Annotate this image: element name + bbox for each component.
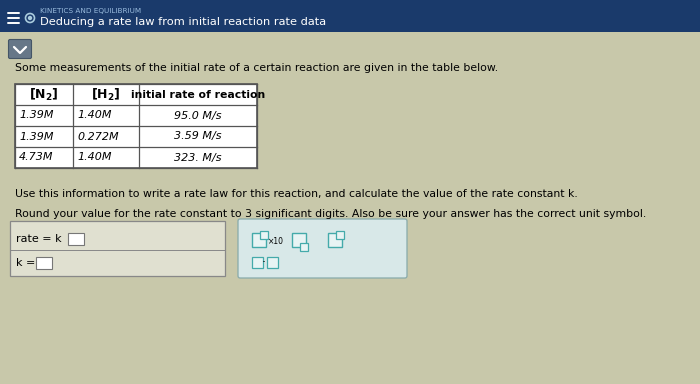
- Text: 4.73M: 4.73M: [19, 152, 53, 162]
- FancyBboxPatch shape: [238, 219, 407, 278]
- Text: Round your value for the rate constant to 3 significant digits. Also be sure you: Round your value for the rate constant t…: [15, 209, 646, 219]
- Text: $\mathbf{[H_2]}$: $\mathbf{[H_2]}$: [91, 86, 120, 103]
- FancyBboxPatch shape: [8, 40, 32, 58]
- FancyBboxPatch shape: [252, 257, 263, 268]
- Text: ×10: ×10: [268, 237, 284, 246]
- FancyBboxPatch shape: [10, 221, 225, 276]
- Text: 1.40M: 1.40M: [77, 111, 111, 121]
- FancyBboxPatch shape: [328, 233, 342, 247]
- FancyBboxPatch shape: [260, 231, 268, 239]
- Text: k =: k =: [16, 258, 36, 268]
- Text: ·: ·: [262, 257, 266, 270]
- Text: 1.40M: 1.40M: [77, 152, 111, 162]
- Text: 95.0 M/s: 95.0 M/s: [174, 111, 222, 121]
- Text: 1.39M: 1.39M: [19, 131, 53, 141]
- FancyBboxPatch shape: [267, 257, 278, 268]
- FancyBboxPatch shape: [15, 84, 257, 168]
- FancyBboxPatch shape: [292, 233, 306, 247]
- Text: 323. M/s: 323. M/s: [174, 152, 222, 162]
- Text: 1.39M: 1.39M: [19, 111, 53, 121]
- FancyBboxPatch shape: [336, 231, 344, 239]
- Text: KINETICS AND EQUILIBRIUM: KINETICS AND EQUILIBRIUM: [40, 8, 141, 14]
- Text: $\mathbf{[N_2]}$: $\mathbf{[N_2]}$: [29, 86, 59, 103]
- Text: 3.59 M/s: 3.59 M/s: [174, 131, 222, 141]
- FancyBboxPatch shape: [68, 233, 84, 245]
- Text: initial rate of reaction: initial rate of reaction: [131, 89, 265, 99]
- FancyBboxPatch shape: [300, 243, 308, 251]
- FancyBboxPatch shape: [36, 257, 52, 269]
- Text: 0.272M: 0.272M: [77, 131, 118, 141]
- Text: rate = k: rate = k: [16, 234, 62, 244]
- Circle shape: [29, 17, 32, 20]
- Text: Some measurements of the initial rate of a certain reaction are given in the tab: Some measurements of the initial rate of…: [15, 63, 498, 73]
- Text: Deducing a rate law from initial reaction rate data: Deducing a rate law from initial reactio…: [40, 17, 326, 27]
- FancyBboxPatch shape: [252, 233, 266, 247]
- FancyBboxPatch shape: [0, 32, 700, 384]
- FancyBboxPatch shape: [0, 0, 700, 32]
- Text: Use this information to write a rate law for this reaction, and calculate the va: Use this information to write a rate law…: [15, 189, 578, 199]
